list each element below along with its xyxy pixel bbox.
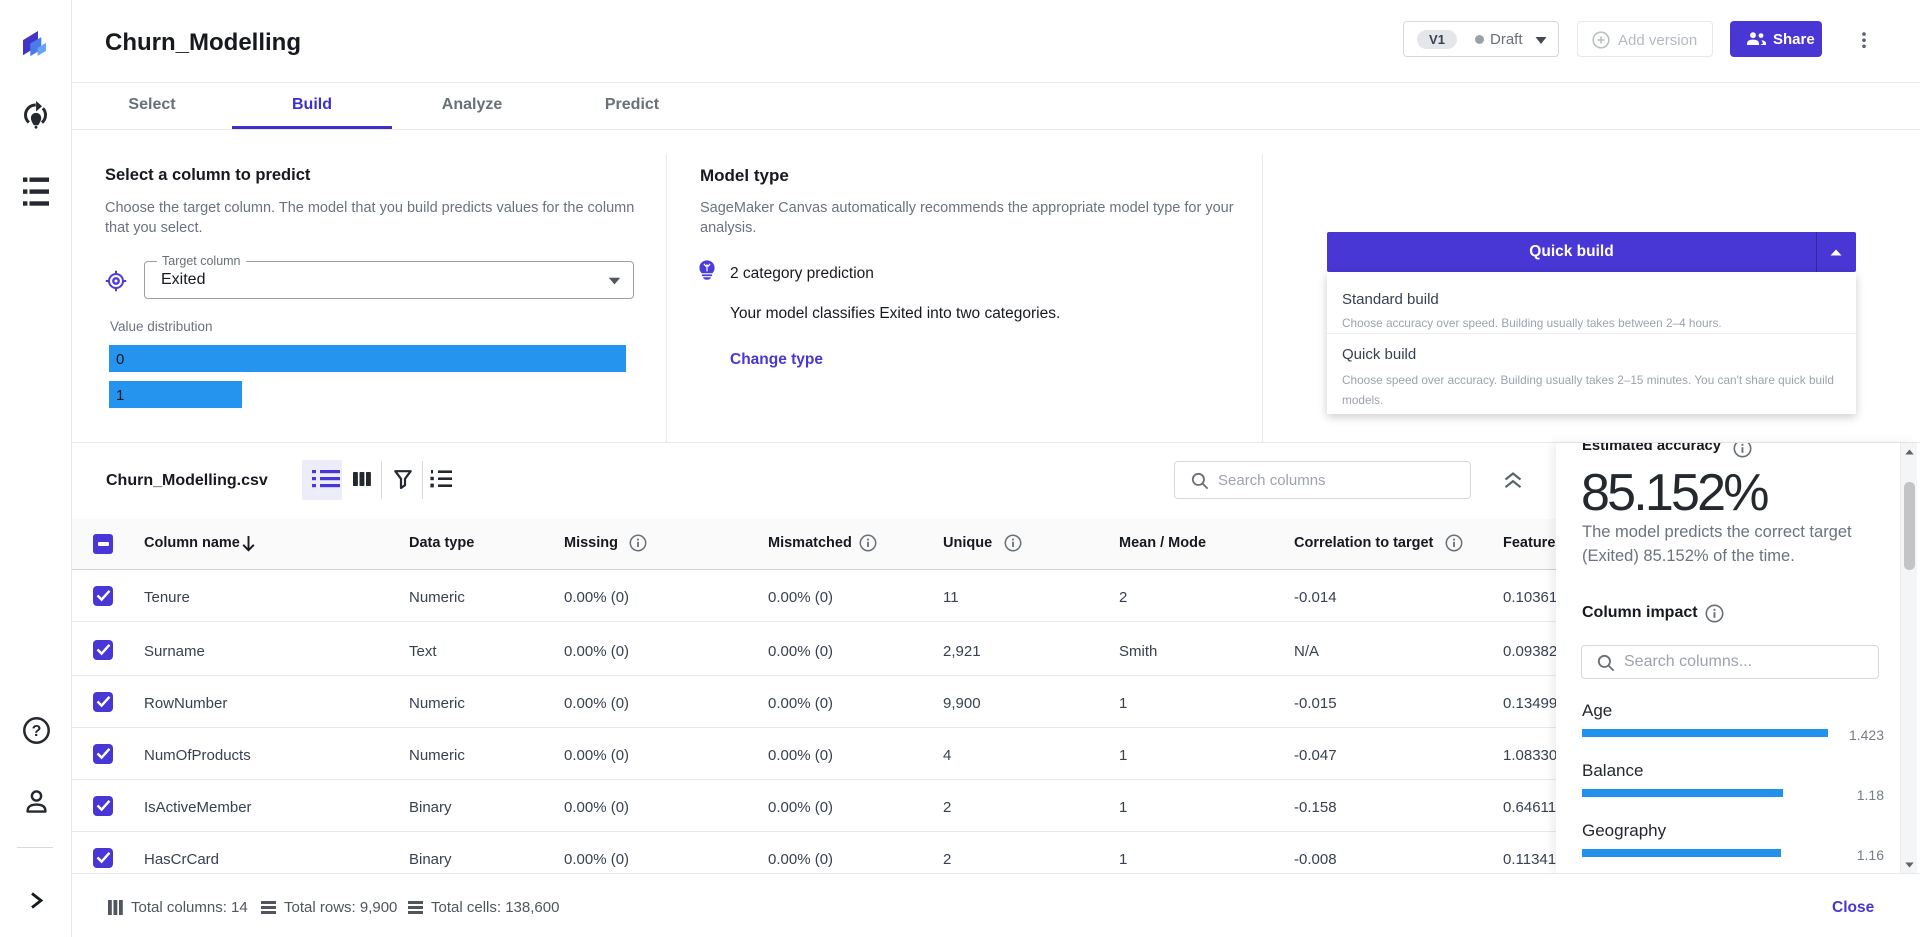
svg-text:?: ? xyxy=(32,723,42,740)
